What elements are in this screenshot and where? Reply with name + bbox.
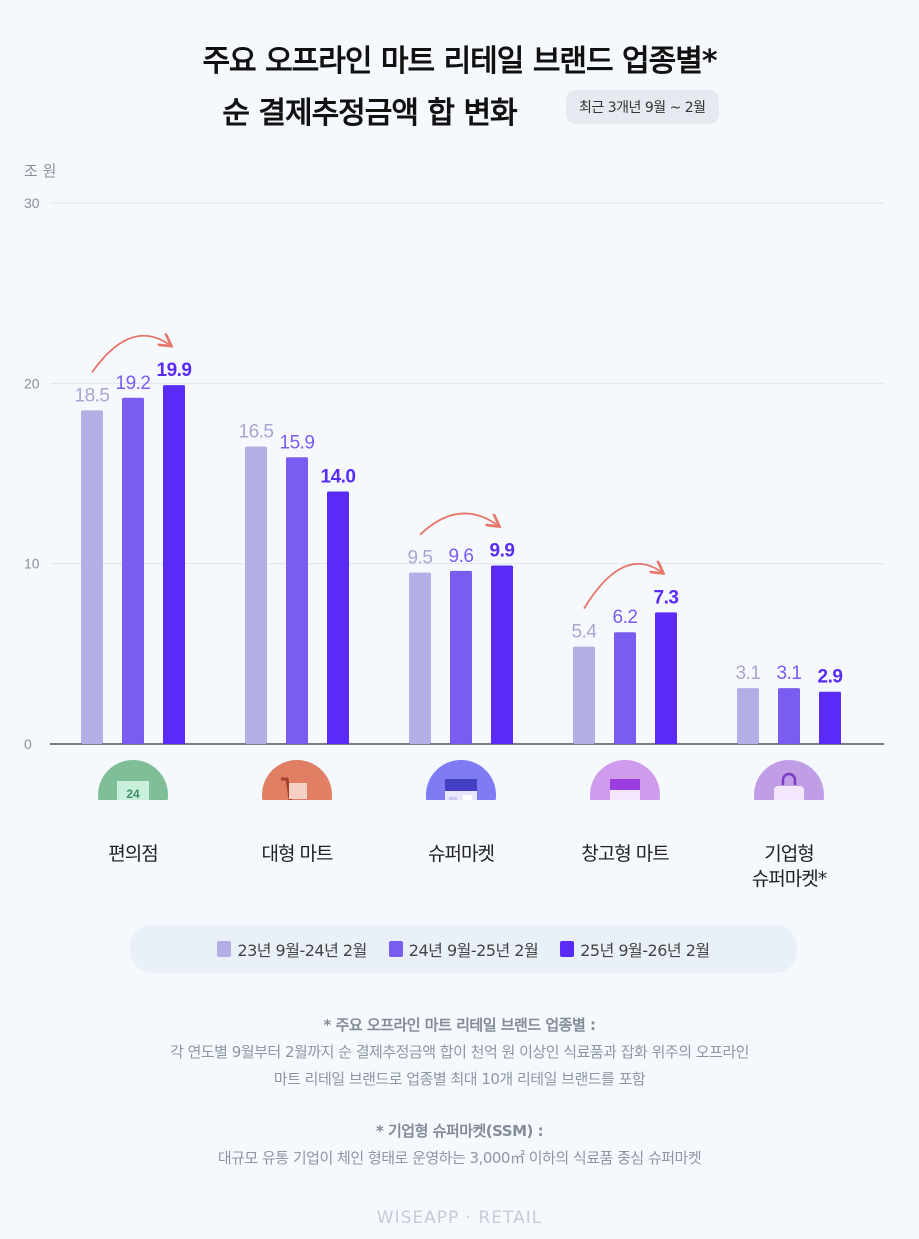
data-label: 9.6 [449,546,474,567]
legend-swatch [560,941,575,957]
y-tick-label: 20 [24,375,40,391]
legend-swatch [217,941,232,957]
data-label: 3.1 [736,663,761,684]
note2-title: * 기업형 슈퍼마켓(SSM) : [375,1122,544,1140]
bar [819,691,841,744]
storefront-icon [426,760,496,800]
data-label: 16.5 [239,421,274,442]
bar [655,612,677,744]
category-label: 대형 마트 [261,843,334,865]
bar [122,397,144,744]
data-label: 3.1 [777,663,802,684]
svg-text:24: 24 [126,787,140,800]
bar [81,410,103,744]
bar [737,688,759,744]
legend-swatch [388,941,403,957]
bar [778,688,800,744]
legend-item: 23년 9월-24년 2월 [217,937,367,961]
note1-title: * 주요 오프라인 마트 리테일 브랜드 업종별 : [323,1016,597,1034]
bar [450,570,472,744]
note2-line1: 대규모 유통 기업이 체인 형태로 운영하는 3,000㎡ 이하의 식료품 중심… [217,1149,702,1167]
legend-label: 24년 9월-25년 2월 [408,941,539,960]
note1-line2: 마트 리테일 브랜드로 업종별 최대 10개 리테일 브랜드를 포함 [273,1070,646,1088]
y-tick-label: 0 [24,736,32,752]
growth-arrow [583,564,662,610]
period-badge: 최근 3개년 9월 ~ 2월 [566,90,719,124]
bar [409,572,431,744]
growth-arrow [91,336,170,373]
chart-title-line1: 주요 오프라인 마트 리테일 브랜드 업종별* [202,44,717,79]
data-label: 18.5 [75,385,110,406]
y-tick-label: 10 [24,556,40,572]
data-label: 9.5 [408,548,433,569]
shopping-cart-icon [262,760,332,800]
category-label: 슈퍼마켓 [428,843,495,865]
data-label: 9.9 [490,540,515,561]
bar [245,446,267,744]
y-axis-unit: 조 원 [24,162,57,180]
data-label: 19.9 [157,360,192,381]
bar [163,385,185,744]
y-tick-label: 30 [24,195,40,211]
bar [573,646,595,744]
data-label: 14.0 [321,467,356,488]
footer-logo: WISEAPP · RETAIL [376,1208,543,1228]
legend-label: 25년 9월-26년 2월 [580,941,710,960]
category-label: 창고형 마트 [581,843,669,865]
data-label: 15.9 [280,432,315,453]
warehouse-store-icon [590,760,660,800]
chart-title-line2: 순 결제추정금액 합 변화 [222,96,517,131]
data-label: 6.2 [613,607,638,628]
data-label: 19.2 [116,373,151,394]
bar [491,565,513,744]
bar [327,491,349,744]
shopping-bag-icon [754,760,824,800]
legend-item: 25년 9월-26년 2월 [560,937,710,961]
bar [614,632,636,744]
data-label: 2.9 [818,667,843,688]
convenience-store-24-icon: 24 [98,760,168,800]
note1-line1: 각 연도별 9월부터 2월까지 순 결제추정금액 합이 천억 원 이상인 식료품… [170,1043,749,1061]
data-label: 5.4 [572,622,598,643]
category-label: 기업형 슈퍼마켓* [751,843,827,890]
legend-label: 23년 9월-24년 2월 [237,941,367,960]
bar [286,457,308,744]
footnotes: * 주요 오프라인 마트 리테일 브랜드 업종별 : 각 연도별 9월부터 2월… [0,1012,919,1172]
growth-arrow [419,512,498,536]
data-label: 7.3 [654,587,679,608]
legend-item: 24년 9월-25년 2월 [388,937,539,961]
bar-chart: 0 10 20 30 18.5 19.2 19.9 16.5 15.9 14.0 9.5 9.6 9.9… [24,195,884,800]
legend: 23년 9월-24년 2월 24년 9월-25년 2월 25년 9월-26년 2… [130,925,797,973]
category-label: 편의점 [108,843,158,865]
